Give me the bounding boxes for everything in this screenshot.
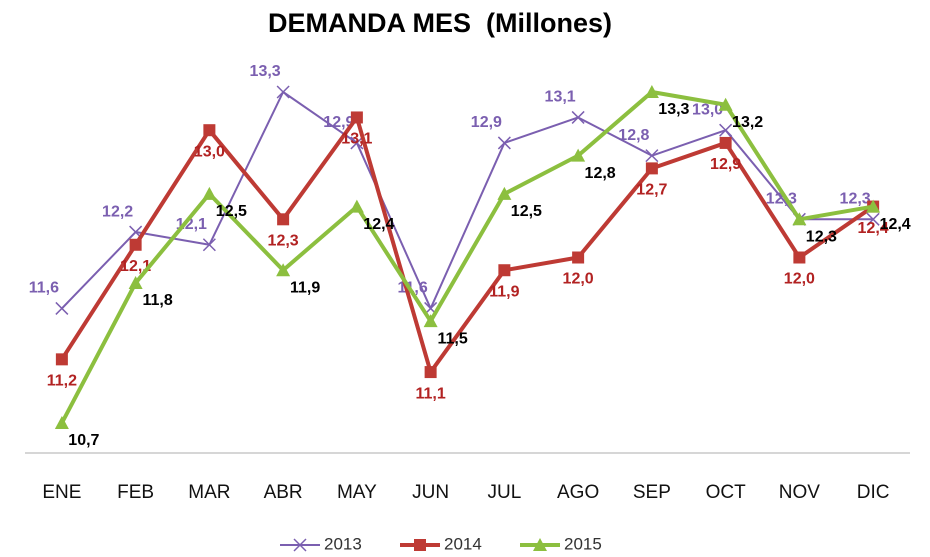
data-label: 12,5 xyxy=(216,203,247,220)
data-label: 12,9 xyxy=(323,114,354,131)
x-tick-label: OCT xyxy=(706,482,747,503)
data-label: 11,6 xyxy=(29,280,59,297)
data-label: 12,7 xyxy=(636,182,667,199)
marker xyxy=(276,85,290,99)
data-label: 12,4 xyxy=(880,216,911,233)
data-label: 13,3 xyxy=(250,63,281,80)
marker xyxy=(349,199,364,213)
marker xyxy=(571,148,586,162)
x-tick-label: DIC xyxy=(857,482,890,503)
legend-marker xyxy=(293,538,307,552)
data-label: 12,4 xyxy=(363,216,394,233)
data-label: 13,1 xyxy=(545,89,576,106)
data-label: 13,1 xyxy=(341,131,372,148)
marker xyxy=(128,275,143,289)
marker xyxy=(572,251,585,264)
marker xyxy=(202,186,217,200)
data-label: 13,3 xyxy=(658,101,689,118)
marker xyxy=(350,111,363,124)
data-label: 12,1 xyxy=(176,216,207,233)
marker xyxy=(202,238,216,252)
legend-label: 2015 xyxy=(564,534,602,553)
x-tick-label: MAY xyxy=(337,482,377,503)
legend-label: 2014 xyxy=(444,534,482,553)
marker xyxy=(497,136,511,150)
data-label: 12,3 xyxy=(806,229,837,246)
legend-marker xyxy=(533,538,547,551)
marker xyxy=(129,238,142,251)
marker xyxy=(498,264,511,277)
marker xyxy=(571,110,585,124)
data-label: 12,4 xyxy=(858,220,889,237)
data-label: 11,8 xyxy=(142,292,172,309)
marker xyxy=(497,186,512,200)
x-tick-label: FEB xyxy=(117,482,154,503)
marker xyxy=(866,199,881,213)
marker xyxy=(55,301,69,315)
series-line xyxy=(60,115,875,375)
x-tick-label: SEP xyxy=(633,482,671,503)
marker xyxy=(792,212,807,226)
marker xyxy=(350,136,364,150)
marker xyxy=(276,263,291,277)
legend-label: 2013 xyxy=(324,534,362,553)
marker xyxy=(645,149,659,163)
data-label: 11,9 xyxy=(290,279,320,296)
data-label: 12,2 xyxy=(102,203,133,220)
marker xyxy=(718,97,733,111)
x-tick-label: MAR xyxy=(188,482,230,503)
marker xyxy=(54,416,69,429)
marker xyxy=(55,353,68,366)
data-label: 11,1 xyxy=(415,385,445,402)
data-label: 12,9 xyxy=(710,156,741,173)
marker xyxy=(644,85,659,98)
marker xyxy=(423,314,438,328)
data-label: 13,0 xyxy=(194,143,225,160)
x-tick-label: JUN xyxy=(412,482,449,503)
data-label: 13,0 xyxy=(692,101,723,118)
data-label: 10,7 xyxy=(68,432,99,449)
data-label: 12,8 xyxy=(618,127,649,144)
series-line xyxy=(61,91,874,310)
data-label: 12,9 xyxy=(471,114,502,131)
data-label: 12,3 xyxy=(840,191,871,208)
marker xyxy=(719,136,732,149)
marker xyxy=(719,123,733,137)
data-label: 12,8 xyxy=(585,165,616,182)
data-label: 12,5 xyxy=(511,203,542,220)
marker xyxy=(866,212,880,226)
data-label: 12,0 xyxy=(563,271,594,288)
data-label: 11,2 xyxy=(47,373,77,390)
marker xyxy=(424,366,437,379)
x-tick-label: JUL xyxy=(487,482,521,503)
legend-marker xyxy=(414,539,426,551)
x-tick-label: ENE xyxy=(42,482,81,503)
data-label: 12,3 xyxy=(268,233,299,250)
data-label: 13,2 xyxy=(732,114,763,131)
marker xyxy=(645,162,658,175)
series-line xyxy=(60,90,874,424)
data-label: 11,5 xyxy=(437,330,467,347)
data-label: 11,9 xyxy=(489,283,519,300)
x-tick-label: NOV xyxy=(779,482,821,503)
marker xyxy=(203,124,216,137)
marker xyxy=(793,251,806,264)
marker xyxy=(277,213,290,226)
chart-title: DEMANDA MES (Millones) xyxy=(268,8,612,38)
data-label: 12,0 xyxy=(784,271,815,288)
x-tick-label: AGO xyxy=(557,482,599,503)
x-tick-label: ABR xyxy=(264,482,303,503)
